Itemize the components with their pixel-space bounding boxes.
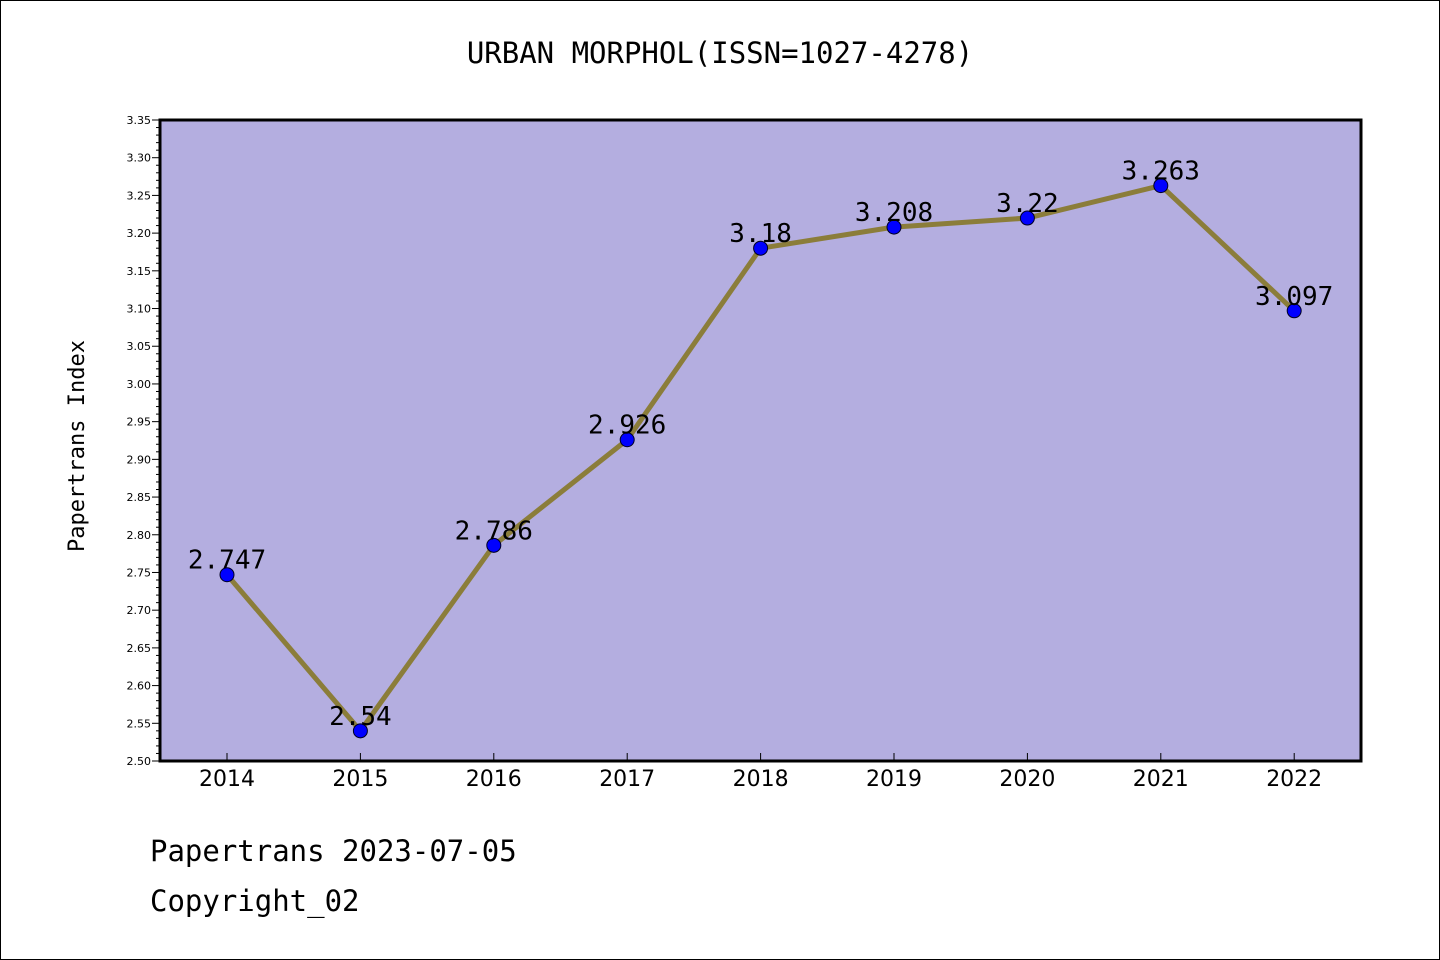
data-point [352,723,368,739]
data-label: 3.22 [996,189,1059,219]
y-tick-label: 3.35 [127,114,152,127]
y-tick-label: 2.85 [127,491,152,504]
footer-date: Papertrans 2023-07-05 [150,834,517,868]
data-label: 3.097 [1255,282,1333,312]
y-axis-ticks: 2.50 2.55 2.60 2.65 2.70 2.75 2.80 2.85 2.90 2.95… [127,114,160,768]
x-tick-label: 2022 [1266,767,1322,792]
y-tick-label: 2.50 [127,755,152,768]
y-tick-label: 3.10 [127,303,152,316]
x-tick-label: 2021 [1133,767,1189,792]
data-label: 3.18 [729,219,792,249]
y-tick-label: 3.20 [127,227,152,240]
y-tick-label: 2.65 [127,642,152,655]
data-label: 2.926 [588,411,666,441]
data-point [1286,303,1302,319]
y-tick-label: 3.05 [127,340,152,353]
x-tick-label: 2019 [866,767,922,792]
y-tick-label: 2.70 [127,604,152,617]
data-label: 2.786 [455,516,533,546]
data-point [753,240,769,256]
data-label: 2.54 [329,702,392,732]
y-tick-label: 3.00 [127,378,152,391]
plot-area [158,118,1363,763]
data-point [486,537,502,553]
x-tick-label: 2018 [733,767,789,792]
y-tick-label: 2.95 [127,416,152,429]
y-tick-label: 2.75 [127,566,152,579]
y-tick-label: 3.30 [127,152,152,165]
y-tick-label: 2.90 [127,453,152,466]
y-tick-label: 2.60 [127,680,152,693]
y-axis-label: Papertrans Index [65,340,90,552]
y-tick-label: 2.55 [127,717,152,730]
x-tick-label: 2020 [999,767,1055,792]
data-point [619,432,635,448]
x-tick-label: 2016 [466,767,522,792]
y-tick-label: 2.80 [127,529,152,542]
data-label: 3.263 [1122,157,1200,187]
x-tick-label: 2014 [199,767,255,792]
data-label: 3.208 [855,198,933,228]
series-markers [219,178,1302,739]
x-axis-ticks: 2014 2015 2016 2017 2018 2019 2020 2021 2022 [199,753,1322,792]
x-tick-label: 2017 [599,767,655,792]
data-point [1153,178,1169,194]
y-tick-label: 3.25 [127,189,152,202]
y-tick-label: 3.15 [127,265,152,278]
data-point [1019,210,1035,226]
chart-title: URBAN MORPHOL(ISSN=1027-4278) [466,36,974,70]
data-point [219,567,235,583]
data-labels: 2.747 2.54 2.786 2.926 3.18 3.208 3.22 3.263 3.0… [188,157,1333,732]
data-label: 2.747 [188,546,266,576]
footer-copyright: Copyright_02 [150,884,360,918]
x-tick-label: 2015 [332,767,388,792]
data-point [886,219,902,235]
